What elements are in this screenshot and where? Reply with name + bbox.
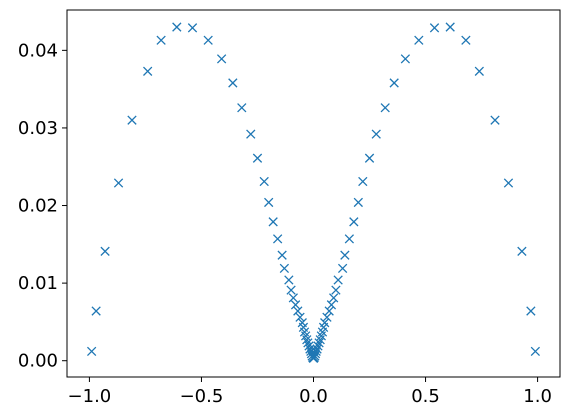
x-tick-label: −0.5 xyxy=(180,386,224,407)
data-point-marker xyxy=(172,22,182,32)
data-point-marker xyxy=(303,338,313,348)
data-point-marker xyxy=(246,129,256,139)
data-point-marker xyxy=(237,103,247,113)
x-tick-label: 0.0 xyxy=(299,386,328,407)
data-point-marker xyxy=(286,285,296,295)
data-point-marker xyxy=(295,312,305,322)
data-point-marker xyxy=(264,197,274,208)
data-point-marker xyxy=(400,54,411,64)
data-point-marker xyxy=(228,78,238,88)
y-axis: 0.00 0.01 0.02 0.03 0.04 xyxy=(18,40,67,372)
data-point-marker xyxy=(530,346,541,357)
data-point-marker xyxy=(358,176,368,187)
data-point-marker xyxy=(268,217,278,227)
data-point-marker xyxy=(389,78,399,88)
data-point-marker xyxy=(490,115,500,125)
y-tick-label: 0.04 xyxy=(18,40,58,61)
data-point-marker xyxy=(371,129,381,139)
data-point-marker xyxy=(429,23,440,33)
data-point-marker xyxy=(252,153,263,163)
data-point-marker xyxy=(311,346,321,357)
y-tick-label: 0.02 xyxy=(18,196,58,217)
data-point-marker xyxy=(461,35,471,45)
data-point-marker xyxy=(143,66,153,76)
data-point-marker xyxy=(322,312,332,322)
data-point-marker xyxy=(326,300,337,310)
x-tick-label: 1.0 xyxy=(523,386,552,407)
data-point-marker xyxy=(290,300,301,310)
data-markers xyxy=(86,22,541,364)
y-tick-label: 0.01 xyxy=(18,273,58,294)
data-point-marker xyxy=(329,293,339,303)
data-point-marker xyxy=(277,250,287,260)
data-point-marker xyxy=(337,263,348,274)
data-point-marker xyxy=(86,346,97,357)
data-point-marker xyxy=(333,275,343,285)
x-tick-label: −1.0 xyxy=(68,386,112,407)
data-point-marker xyxy=(293,306,303,316)
data-point-marker xyxy=(272,234,283,244)
data-point-marker xyxy=(216,54,227,64)
x-axis: −1.0 −0.5 0.0 0.5 1.0 xyxy=(68,377,552,407)
data-point-marker xyxy=(503,178,514,188)
data-point-marker xyxy=(113,178,124,188)
data-point-marker xyxy=(156,35,166,45)
data-point-marker xyxy=(304,341,314,351)
data-point-marker xyxy=(380,103,390,113)
data-point-marker xyxy=(100,246,110,256)
data-point-marker xyxy=(284,275,294,285)
data-point-marker xyxy=(526,306,536,316)
data-point-marker xyxy=(187,23,198,33)
data-point-marker xyxy=(312,344,322,354)
data-point-marker xyxy=(259,176,269,187)
data-point-marker xyxy=(353,197,363,208)
data-point-marker xyxy=(331,285,341,295)
data-point-marker xyxy=(288,293,298,303)
data-point-marker xyxy=(445,22,455,32)
data-point-marker xyxy=(91,306,101,316)
data-point-marker xyxy=(517,246,527,256)
data-point-marker xyxy=(203,35,213,45)
data-point-marker xyxy=(340,250,350,260)
y-tick-label: 0.00 xyxy=(18,351,58,372)
data-point-marker xyxy=(313,341,323,351)
data-point-marker xyxy=(364,153,375,163)
data-point-marker xyxy=(279,263,290,274)
data-point-marker xyxy=(344,234,355,244)
data-point-marker xyxy=(314,338,324,348)
data-point-marker xyxy=(320,318,330,328)
y-tick-label: 0.03 xyxy=(18,118,58,139)
x-tick-label: 0.5 xyxy=(411,386,440,407)
data-point-marker xyxy=(302,335,312,345)
data-point-marker xyxy=(414,35,424,45)
data-point-marker xyxy=(349,217,359,227)
axes-frame xyxy=(66,9,561,378)
data-point-marker xyxy=(474,66,484,76)
data-point-marker xyxy=(127,115,137,125)
data-point-marker xyxy=(324,306,334,316)
